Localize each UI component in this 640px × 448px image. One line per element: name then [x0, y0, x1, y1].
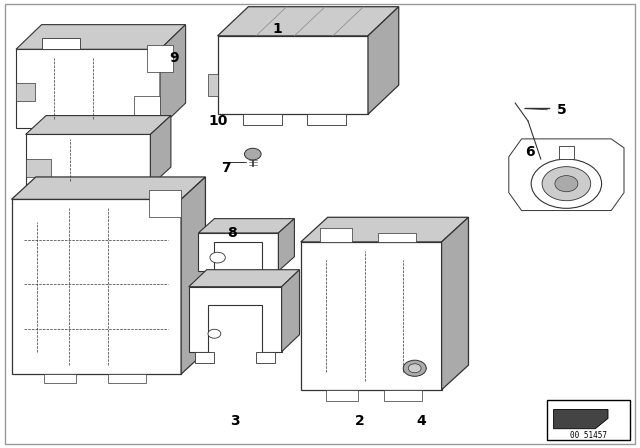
Circle shape [244, 148, 261, 160]
Polygon shape [326, 390, 358, 401]
Polygon shape [282, 270, 300, 352]
Circle shape [408, 364, 421, 373]
Polygon shape [559, 146, 574, 159]
Text: 2: 2 [355, 414, 365, 428]
Polygon shape [384, 390, 422, 401]
Circle shape [555, 176, 578, 192]
Polygon shape [378, 233, 416, 242]
Polygon shape [150, 116, 171, 186]
Polygon shape [442, 217, 468, 390]
Polygon shape [147, 45, 173, 72]
Text: 8: 8 [227, 226, 237, 240]
Polygon shape [218, 36, 368, 114]
Polygon shape [26, 159, 51, 177]
Polygon shape [160, 25, 186, 128]
Circle shape [210, 252, 225, 263]
Text: 4: 4 [416, 414, 426, 428]
Polygon shape [108, 374, 146, 383]
Bar [547, 400, 630, 440]
Polygon shape [189, 270, 300, 287]
Text: 10: 10 [208, 114, 227, 128]
Circle shape [542, 167, 591, 201]
Text: 1: 1 [272, 22, 282, 36]
Polygon shape [243, 114, 282, 125]
Polygon shape [149, 190, 181, 217]
Text: 7: 7 [221, 161, 230, 175]
Polygon shape [26, 116, 171, 134]
Text: 00 51457: 00 51457 [570, 431, 607, 440]
Polygon shape [278, 219, 294, 271]
Polygon shape [301, 242, 442, 390]
Polygon shape [195, 352, 214, 363]
Text: 6: 6 [525, 145, 534, 159]
Polygon shape [16, 25, 186, 49]
Text: 3: 3 [230, 414, 240, 428]
Polygon shape [208, 74, 218, 96]
Polygon shape [26, 134, 150, 186]
Polygon shape [198, 233, 278, 271]
Polygon shape [42, 38, 80, 49]
Text: 9: 9 [170, 51, 179, 65]
Polygon shape [12, 177, 205, 199]
Polygon shape [554, 409, 608, 429]
Polygon shape [256, 352, 275, 363]
Polygon shape [181, 177, 205, 374]
Polygon shape [12, 199, 181, 374]
Polygon shape [368, 7, 399, 114]
Polygon shape [301, 217, 468, 242]
Circle shape [531, 159, 602, 208]
Polygon shape [189, 287, 282, 352]
Polygon shape [198, 219, 294, 233]
Polygon shape [44, 374, 76, 383]
Polygon shape [16, 83, 35, 101]
Polygon shape [218, 7, 399, 36]
Circle shape [208, 329, 221, 338]
Polygon shape [134, 96, 160, 119]
Circle shape [403, 360, 426, 376]
Text: 5: 5 [557, 103, 566, 117]
Polygon shape [307, 114, 346, 125]
Polygon shape [16, 49, 160, 128]
Polygon shape [320, 228, 352, 242]
